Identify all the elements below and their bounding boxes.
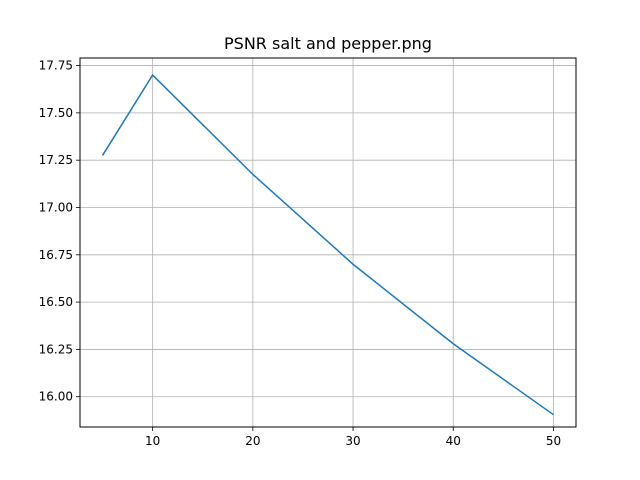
y-tick-label: 17.50 xyxy=(39,106,73,120)
y-tick-label: 17.75 xyxy=(39,59,73,73)
y-tick-label: 17.25 xyxy=(39,153,73,167)
chart-title: PSNR salt and pepper.png xyxy=(224,34,432,53)
series-line xyxy=(101,74,554,416)
y-tick-label: 16.25 xyxy=(39,342,73,356)
x-tick-label: 10 xyxy=(145,434,160,448)
y-tick-label: 16.00 xyxy=(39,390,73,404)
series-layer xyxy=(101,74,554,416)
plot-frame xyxy=(79,57,577,428)
x-tick-label: 20 xyxy=(245,434,260,448)
y-tick-label: 16.75 xyxy=(39,248,73,262)
grid-layer xyxy=(80,58,576,427)
y-tick-label: 16.50 xyxy=(39,295,73,309)
y-tick-label: 17.00 xyxy=(39,200,73,214)
x-tick-label: 50 xyxy=(546,434,561,448)
x-tick-label: 40 xyxy=(446,434,461,448)
tick-layer: 10 20 30 40 50 16.00 16.25 16.50 16.75 17.00 17.25… xyxy=(39,59,561,448)
x-tick-label: 30 xyxy=(345,434,360,448)
